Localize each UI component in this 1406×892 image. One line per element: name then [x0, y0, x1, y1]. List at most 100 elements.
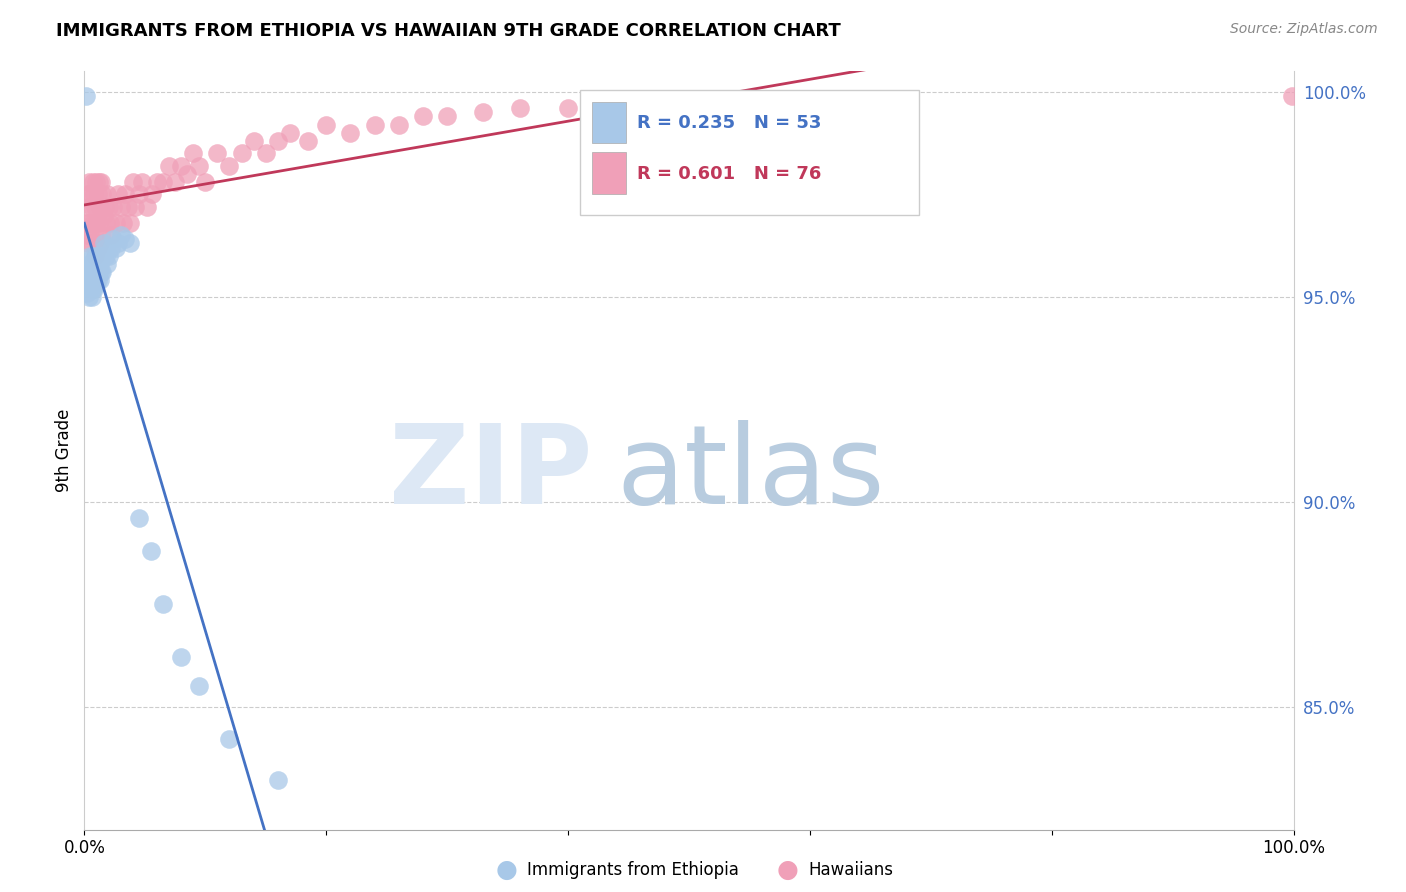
Point [79, 265, 101, 279]
Point [94, 200, 117, 214]
Point [79, 228, 101, 243]
Point [79, 249, 101, 263]
Point [89, 200, 111, 214]
Point [181, 146, 204, 161]
Point [267, 773, 290, 788]
Point [77, 200, 100, 214]
Point [80, 236, 103, 251]
Point [89, 236, 111, 251]
Point [170, 159, 193, 173]
Point [131, 175, 153, 189]
Point [89, 257, 111, 271]
Point [87, 265, 110, 279]
Point [124, 200, 146, 214]
Point [152, 175, 174, 189]
Point [84, 249, 107, 263]
Point [218, 159, 240, 173]
Point [77, 290, 100, 304]
Point [139, 544, 162, 558]
Point [128, 187, 150, 202]
Point [76, 228, 98, 243]
Point [93, 236, 115, 251]
Point [79, 187, 101, 202]
Point [94, 216, 117, 230]
Point [91, 249, 114, 263]
Point [472, 105, 495, 120]
Point [75, 89, 97, 103]
Text: ●: ● [495, 858, 517, 881]
Point [339, 126, 361, 140]
Point [194, 175, 217, 189]
Point [278, 126, 301, 140]
Point [117, 200, 139, 214]
Point [77, 265, 100, 279]
Point [100, 241, 122, 255]
Point [152, 597, 174, 611]
Point [557, 101, 579, 115]
Text: R = 0.601   N = 76: R = 0.601 N = 76 [637, 165, 821, 183]
Point [207, 146, 229, 161]
Point [120, 236, 142, 251]
Text: ZIP: ZIP [389, 420, 592, 526]
Text: R = 0.235   N = 53: R = 0.235 N = 53 [637, 114, 821, 132]
Text: Source: ZipAtlas.com: Source: ZipAtlas.com [1230, 22, 1378, 37]
Point [297, 134, 319, 148]
Point [136, 200, 159, 214]
Text: atlas: atlas [616, 420, 884, 526]
Point [97, 200, 120, 214]
Point [100, 228, 122, 243]
Point [83, 228, 105, 243]
Point [96, 257, 118, 271]
Point [103, 200, 125, 214]
Point [103, 232, 125, 246]
Point [97, 249, 120, 263]
Point [82, 269, 104, 284]
Point [363, 118, 385, 132]
Point [176, 167, 198, 181]
Point [91, 187, 114, 202]
Point [242, 134, 264, 148]
Point [315, 118, 337, 132]
Point [87, 249, 110, 263]
Point [83, 265, 105, 279]
Point [412, 110, 434, 124]
Point [110, 228, 132, 243]
Point [90, 175, 112, 189]
Point [188, 159, 211, 173]
Point [86, 249, 108, 263]
Point [77, 277, 100, 292]
Point [84, 200, 107, 214]
Text: Hawaiians: Hawaiians [808, 861, 893, 879]
FancyBboxPatch shape [581, 90, 918, 216]
Point [87, 175, 110, 189]
Point [114, 187, 136, 202]
Point [80, 200, 103, 214]
Point [83, 252, 105, 267]
Point [388, 118, 411, 132]
Point [90, 265, 112, 279]
Point [83, 282, 105, 296]
Text: IMMIGRANTS FROM ETHIOPIA VS HAWAIIAN 9TH GRADE CORRELATION CHART: IMMIGRANTS FROM ETHIOPIA VS HAWAIIAN 9TH… [56, 22, 841, 40]
Point [509, 101, 531, 115]
Point [84, 261, 107, 276]
Point [157, 159, 180, 173]
Point [84, 277, 107, 292]
Point [77, 269, 100, 284]
Point [82, 216, 104, 230]
Point [121, 175, 143, 189]
Point [104, 216, 127, 230]
Point [170, 650, 193, 665]
Point [89, 273, 111, 287]
Point [77, 175, 100, 189]
Point [93, 208, 115, 222]
Point [94, 249, 117, 263]
Point [267, 134, 290, 148]
FancyBboxPatch shape [592, 102, 626, 144]
Point [120, 216, 142, 230]
Point [86, 277, 108, 292]
Point [77, 216, 100, 230]
Point [86, 241, 108, 255]
Point [87, 216, 110, 230]
Point [75, 216, 97, 230]
Point [231, 146, 253, 161]
